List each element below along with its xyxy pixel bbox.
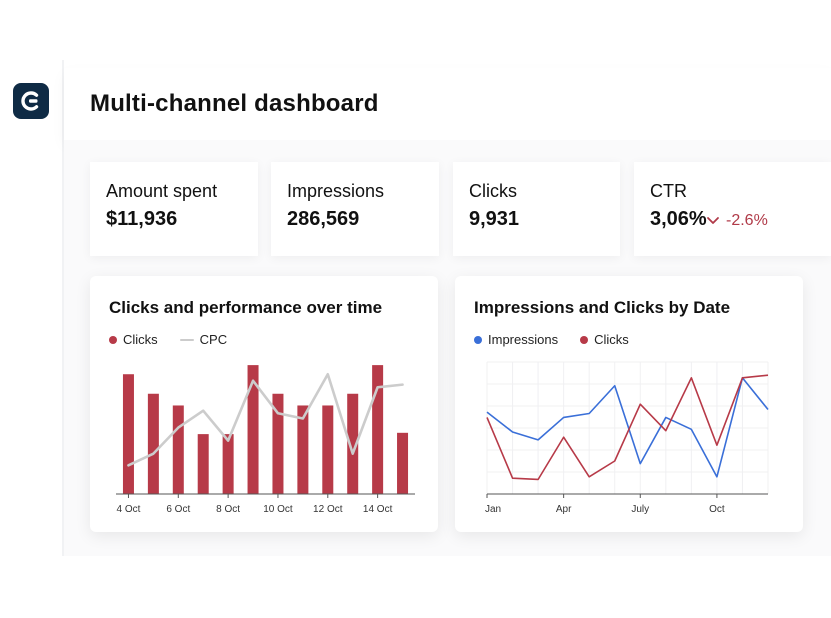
clicks-cpc-chart: 4 Oct 6 Oct 8 Oct 10 Oct 12 Oct 14 Oct <box>116 365 415 515</box>
kpi-label: Impressions <box>287 181 385 201</box>
bar-clicks-4 <box>222 434 234 494</box>
x-tick-label: 8 Oct <box>216 504 240 515</box>
kpi-label: CTR <box>650 181 687 201</box>
bar-clicks-8 <box>322 405 334 494</box>
bar-clicks-7 <box>297 405 309 494</box>
sidebar-divider <box>62 60 64 556</box>
x-tick-label: 14 Oct <box>363 504 393 515</box>
legend-marker <box>474 335 482 344</box>
bar-clicks-1 <box>147 393 159 494</box>
kpi-change-value: -2.6% <box>726 212 768 229</box>
x-tick-label: 6 Oct <box>166 504 190 515</box>
brand-logo-icon <box>21 91 39 111</box>
x-tick-label: 12 Oct <box>313 504 343 515</box>
line-cpc <box>127 372 404 467</box>
legend-item-impressions[interactable]: Impressions <box>474 332 558 347</box>
x-tick-label: Apr <box>556 504 572 515</box>
bar-clicks-6 <box>272 393 284 494</box>
bar-clicks-9 <box>347 393 359 494</box>
bar-clicks-0 <box>122 374 134 494</box>
bar-clicks-11 <box>397 432 409 494</box>
legend-item-clicks[interactable]: Clicks <box>109 332 158 347</box>
impressions-clicks-chart: Jan Apr July Oct <box>485 361 769 515</box>
header: Multi-channel dashboard <box>64 68 831 140</box>
kpi-value: 9,931 <box>469 208 520 230</box>
legend-marker <box>109 335 117 344</box>
legend-label: Clicks <box>594 332 629 347</box>
x-tick-label: Jan <box>485 504 501 515</box>
kpi-label: Amount spent <box>106 181 218 201</box>
page-title: Multi-channel dashboard <box>90 90 379 117</box>
legend-marker <box>580 335 589 344</box>
chart-card-impressions-clicks: Impressions and Clicks by Date Impressio… <box>455 276 803 532</box>
bar-clicks-10 <box>372 365 384 494</box>
kpi-card-amount-spent[interactable]: Amount spent $11,936 <box>90 162 258 256</box>
legend-item-clicks[interactable]: Clicks <box>580 332 629 347</box>
line-impressions <box>486 377 769 478</box>
kpi-change: -2.6% <box>706 212 768 230</box>
kpi-value: $11,936 <box>106 208 178 230</box>
kpi-value: 3,06% <box>650 208 707 230</box>
bar-clicks-5 <box>247 365 259 494</box>
line-clicks <box>486 374 769 481</box>
bar-clicks-2 <box>172 405 184 494</box>
chart-card-clicks-performance: Clicks and performance over time Clicks … <box>90 276 438 532</box>
x-tick-label: 4 Oct <box>117 504 141 515</box>
bar-clicks-3 <box>197 434 209 494</box>
chart-legend: Clicks CPC <box>109 332 227 347</box>
chevron-down-icon <box>707 217 719 224</box>
legend-label: Impressions <box>488 332 559 347</box>
legend-item-cpc[interactable]: CPC <box>179 332 228 347</box>
kpi-card-clicks[interactable]: Clicks 9,931 <box>453 162 620 256</box>
x-tick-label: July <box>631 504 649 515</box>
brand-logo[interactable] <box>13 83 49 119</box>
x-tick-label: 10 Oct <box>263 504 293 515</box>
legend-marker <box>179 338 194 341</box>
legend-label: CPC <box>199 332 228 347</box>
kpi-label: Clicks <box>469 181 517 201</box>
chart-title: Impressions and Clicks by Date <box>474 298 731 317</box>
kpi-value: 286,569 <box>287 208 360 230</box>
x-tick-label: Oct <box>709 504 725 515</box>
legend-label: Clicks <box>123 332 158 347</box>
chart-title: Clicks and performance over time <box>109 298 383 317</box>
kpi-card-ctr[interactable]: CTR 3,06% -2.6% <box>634 162 831 256</box>
chart-legend: Impressions Clicks <box>474 332 629 347</box>
kpi-card-impressions[interactable]: Impressions 286,569 <box>271 162 439 256</box>
